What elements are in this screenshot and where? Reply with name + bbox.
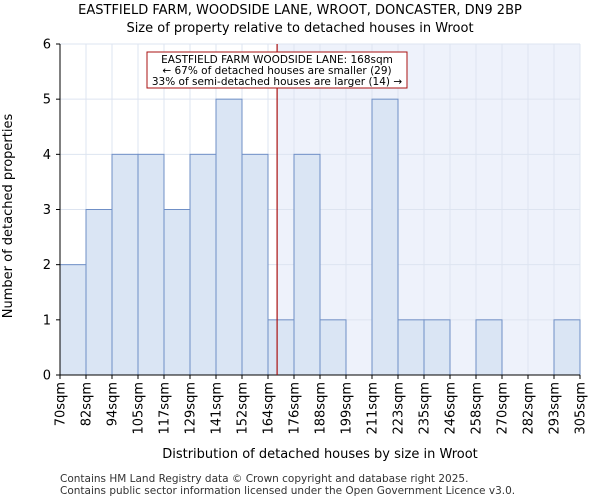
x-axis-label: Distribution of detached houses by size … xyxy=(162,447,478,462)
footer-line-2: Contains public sector information licen… xyxy=(60,485,516,497)
x-tick-label: 223sqm xyxy=(392,382,407,435)
x-tick-label: 305sqm xyxy=(574,382,589,435)
bar-188sqm xyxy=(319,319,347,376)
x-tick-label: 188sqm xyxy=(314,382,329,435)
y-tick-label: 3 xyxy=(43,203,51,218)
bar-129sqm xyxy=(189,153,217,376)
chart-subtitle: Size of property relative to detached ho… xyxy=(126,21,473,36)
x-tick-label: 211sqm xyxy=(366,382,381,435)
x-tick-label: 176sqm xyxy=(288,382,303,435)
footer-line-1: Contains HM Land Registry data © Crown c… xyxy=(60,473,469,485)
bar-176sqm xyxy=(293,153,321,376)
bar-117sqm xyxy=(163,209,191,376)
bar-235sqm xyxy=(423,319,451,376)
y-tick-label: 5 xyxy=(43,93,51,108)
x-tick-label: 246sqm xyxy=(444,382,459,435)
y-tick-label: 6 xyxy=(43,38,51,53)
y-axis-label: Number of detached properties xyxy=(1,114,16,319)
bar-152sqm xyxy=(241,153,269,376)
bar-94sqm xyxy=(111,153,139,376)
bar-105sqm xyxy=(137,153,165,376)
x-tick-label: 293sqm xyxy=(548,382,563,435)
y-tick-label: 1 xyxy=(43,313,51,328)
annotation-line-2: ← 67% of detached houses are smaller (29… xyxy=(162,65,391,77)
x-tick-label: 282sqm xyxy=(522,382,537,435)
x-tick-label: 152sqm xyxy=(236,382,251,435)
x-tick-label: 70sqm xyxy=(54,382,69,426)
x-tick-label: 258sqm xyxy=(470,382,485,435)
y-tick-label: 4 xyxy=(43,148,51,163)
chart-title: EASTFIELD FARM, WOODSIDE LANE, WROOT, DO… xyxy=(78,3,522,18)
bar-293sqm xyxy=(553,319,581,376)
x-tick-label: 164sqm xyxy=(262,382,277,435)
annotation-line-3: 33% of semi-detached houses are larger (… xyxy=(152,76,403,88)
annotation-line-1: EASTFIELD FARM WOODSIDE LANE: 168sqm xyxy=(161,54,393,66)
x-tick-label: 82sqm xyxy=(80,382,95,426)
x-tick-label: 117sqm xyxy=(158,382,173,435)
bar-223sqm xyxy=(397,319,425,376)
y-tick-label: 0 xyxy=(43,369,51,384)
bar-82sqm xyxy=(85,209,113,376)
x-tick-label: 105sqm xyxy=(132,382,147,435)
annotation-box xyxy=(146,51,408,89)
x-tick-label: 129sqm xyxy=(184,382,199,435)
bar-141sqm xyxy=(215,98,243,376)
x-tick-label: 270sqm xyxy=(496,382,511,435)
bar-70sqm xyxy=(59,264,87,376)
x-tick-label: 199sqm xyxy=(340,382,355,435)
bar-258sqm xyxy=(475,319,503,376)
x-tick-label: 141sqm xyxy=(210,382,225,435)
x-tick-label: 94sqm xyxy=(106,382,121,426)
bar-164sqm xyxy=(267,319,295,376)
x-tick-label: 235sqm xyxy=(418,382,433,435)
plot-area: 0 1 2 3 4 5 6 70sqm 82sqm 94sqm 105sqm 117sqm 129sqm… xyxy=(43,38,589,435)
y-tick-label: 2 xyxy=(43,258,51,273)
bar-211sqm xyxy=(371,98,399,376)
